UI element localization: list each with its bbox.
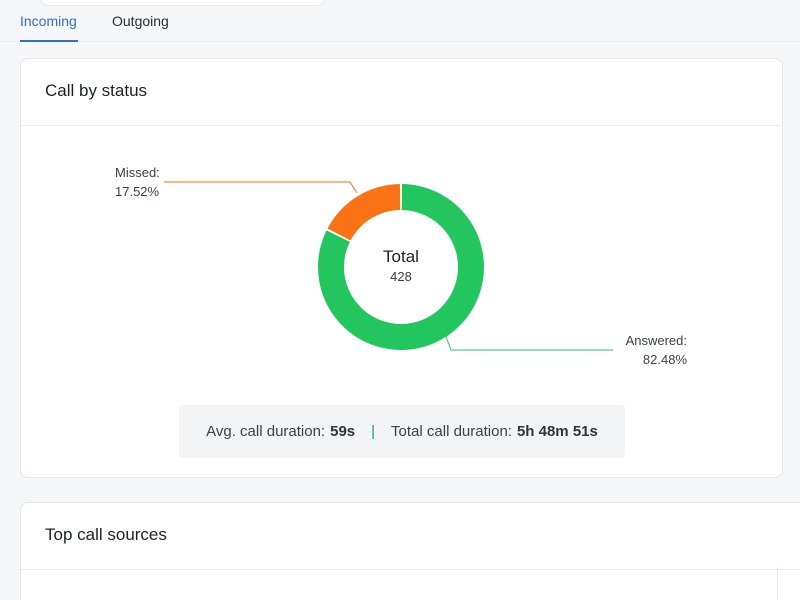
direction-tabs: Incoming Outgoing	[0, 0, 800, 42]
tab-incoming[interactable]: Incoming	[20, 13, 78, 42]
card-divider	[21, 125, 782, 126]
call-duration-summary: Avg. call duration: 59s | Total call dur…	[179, 405, 625, 458]
card-title: Top call sources	[45, 525, 167, 544]
answered-slice[interactable]	[318, 184, 484, 350]
answered-label: Answered:	[626, 333, 687, 348]
total-duration-value: 5h 48m 51s	[516, 423, 598, 440]
tab-outgoing[interactable]: Outgoing	[112, 13, 169, 29]
column-divider	[777, 567, 778, 600]
top-call-sources-card: Top call sources	[20, 502, 800, 600]
total-duration-label: Total call duration:	[391, 423, 512, 440]
card-title: Call by status	[45, 81, 148, 100]
answered-value: 82.48%	[643, 352, 688, 367]
donut-center-value: 428	[390, 269, 412, 284]
donut-center-label: Total	[383, 247, 419, 266]
missed-value: 17.52%	[115, 184, 160, 199]
missed-slice[interactable]	[327, 184, 401, 241]
summary-separator: |	[371, 423, 376, 440]
missed-label: Missed:	[115, 165, 160, 180]
call-by-status-card: Call by status Total 428 Missed: 17.52% …	[20, 58, 783, 478]
missed-leader-line	[164, 181, 358, 194]
answered-leader-line	[444, 333, 613, 351]
avg-duration-value: 59s	[330, 423, 356, 440]
card-divider	[21, 569, 800, 570]
status-donut-chart: Total 428 Missed: 17.52% Answered: 82.48…	[115, 165, 688, 367]
avg-duration-label: Avg. call duration:	[206, 423, 326, 440]
